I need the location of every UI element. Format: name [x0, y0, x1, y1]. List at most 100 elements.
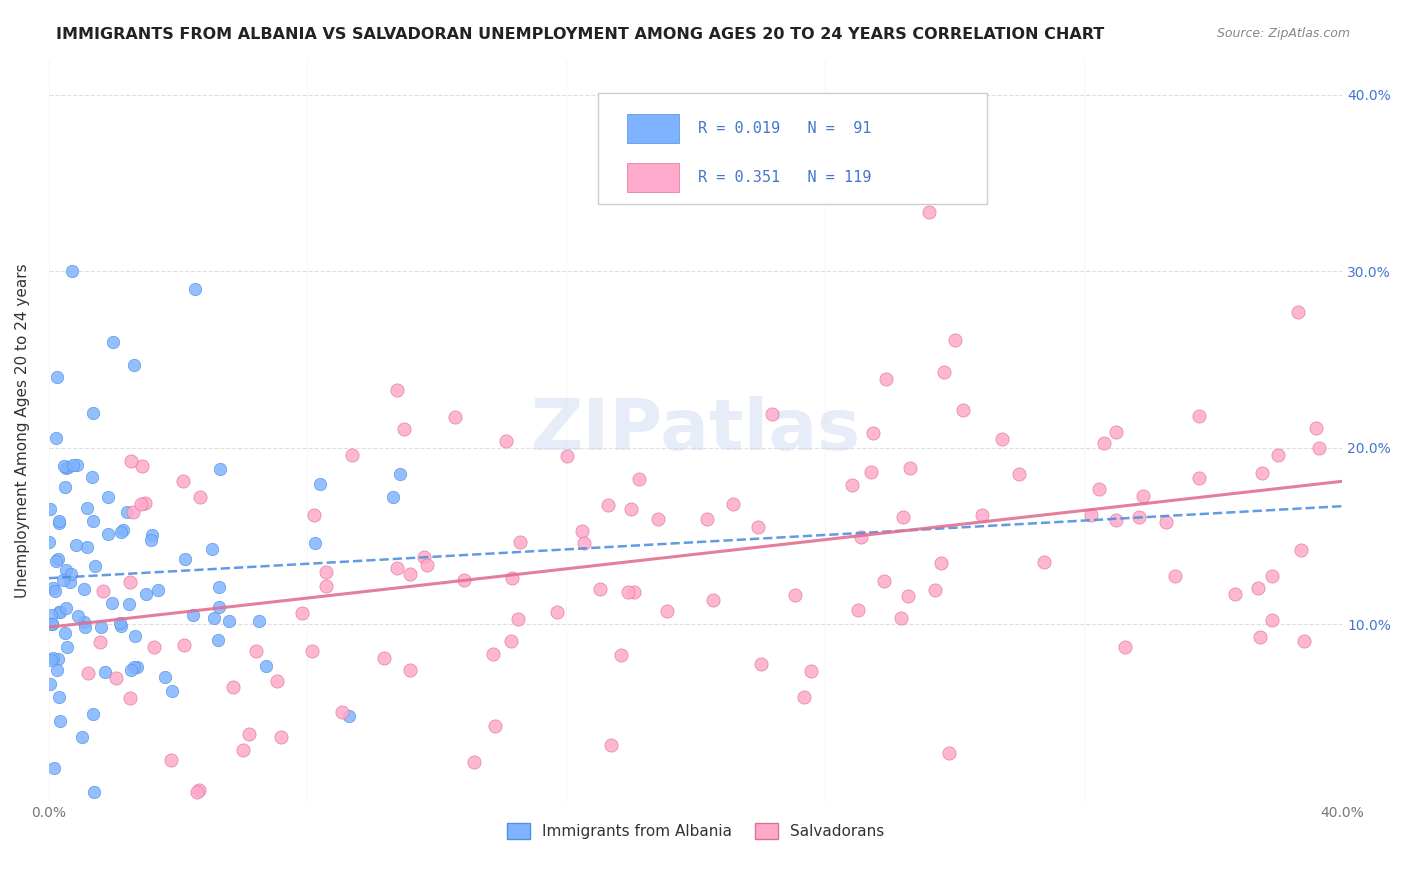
Point: [793, 690, 815, 705]
Point: [337, 709, 360, 723]
Point: [330, 705, 353, 719]
Point: [1247, 581, 1270, 595]
Point: [76, 500, 98, 515]
Point: [412, 550, 434, 565]
Point: [89, 634, 111, 648]
Point: [932, 366, 955, 380]
Legend: Immigrants from Albania, Salvadorans: Immigrants from Albania, Salvadorans: [501, 817, 890, 845]
Point: [972, 508, 994, 522]
Point: [399, 663, 422, 677]
Point: [1008, 467, 1031, 481]
Point: [53, 625, 76, 640]
Point: [1292, 634, 1315, 648]
Point: [890, 611, 912, 625]
Point: [1225, 587, 1247, 601]
Point: [134, 496, 156, 510]
Point: [841, 478, 863, 492]
Point: [617, 585, 640, 599]
Point: [110, 616, 132, 631]
Point: [42, 760, 65, 774]
Point: [499, 634, 522, 648]
Point: [45, 432, 67, 446]
Point: [91, 583, 114, 598]
Point: [53, 459, 76, 474]
Point: [610, 648, 633, 662]
Point: [696, 512, 718, 526]
Point: [898, 460, 921, 475]
Point: [39, 677, 62, 691]
Point: [124, 629, 146, 643]
Text: IMMIGRANTS FROM ALBANIA VS SALVADORAN UNEMPLOYMENT AMONG AGES 20 TO 24 YEARS COR: IMMIGRANTS FROM ALBANIA VS SALVADORAN UN…: [56, 27, 1105, 42]
Point: [952, 402, 974, 417]
Point: [572, 536, 595, 550]
Point: [52, 573, 75, 587]
Point: [291, 606, 314, 620]
Point: [598, 498, 620, 512]
Point: [173, 638, 195, 652]
Point: [41, 617, 63, 632]
Point: [623, 585, 645, 599]
Point: [599, 738, 621, 752]
Point: [38, 534, 60, 549]
Point: [655, 604, 678, 618]
Point: [209, 461, 232, 475]
Point: [139, 533, 162, 547]
Point: [66, 458, 89, 473]
Point: [501, 571, 523, 585]
Point: [1291, 543, 1313, 558]
Point: [938, 746, 960, 760]
Point: [1092, 436, 1115, 450]
Point: [73, 620, 96, 634]
Point: [184, 282, 207, 296]
Point: [208, 581, 231, 595]
Point: [82, 707, 104, 722]
Point: [45, 554, 67, 568]
Point: [381, 490, 404, 504]
Point: [301, 644, 323, 658]
Point: [67, 609, 90, 624]
Point: [270, 730, 292, 744]
Point: [70, 730, 93, 744]
Point: [162, 683, 184, 698]
Point: [619, 501, 641, 516]
Point: [1032, 555, 1054, 569]
Point: [627, 472, 650, 486]
Point: [1286, 305, 1309, 319]
Point: [1188, 409, 1211, 423]
Point: [484, 719, 506, 733]
Y-axis label: Unemployment Among Ages 20 to 24 years: Unemployment Among Ages 20 to 24 years: [15, 263, 30, 598]
Point: [207, 632, 229, 647]
Point: [110, 619, 132, 633]
Point: [83, 559, 105, 574]
Point: [44, 583, 66, 598]
Point: [1261, 613, 1284, 627]
Point: [1087, 482, 1109, 496]
Point: [1154, 515, 1177, 529]
Point: [117, 505, 139, 519]
Point: [991, 432, 1014, 446]
Point: [56, 640, 79, 655]
Point: [39, 653, 62, 667]
Point: [509, 534, 531, 549]
Point: [186, 785, 208, 799]
Point: [453, 574, 475, 588]
Point: [122, 505, 145, 519]
Text: R = 0.019   N =  91: R = 0.019 N = 91: [699, 121, 872, 136]
Point: [120, 453, 142, 467]
Point: [76, 666, 98, 681]
Point: [48, 516, 70, 531]
Point: [46, 551, 69, 566]
Point: [181, 607, 204, 622]
Point: [104, 671, 127, 685]
Point: [247, 615, 270, 629]
Point: [304, 535, 326, 549]
Point: [55, 461, 77, 475]
Point: [143, 640, 166, 654]
Point: [1249, 630, 1271, 644]
Point: [859, 465, 882, 479]
Point: [482, 647, 505, 661]
Point: [749, 657, 772, 671]
Point: [302, 508, 325, 523]
Point: [48, 605, 70, 619]
Point: [122, 358, 145, 372]
